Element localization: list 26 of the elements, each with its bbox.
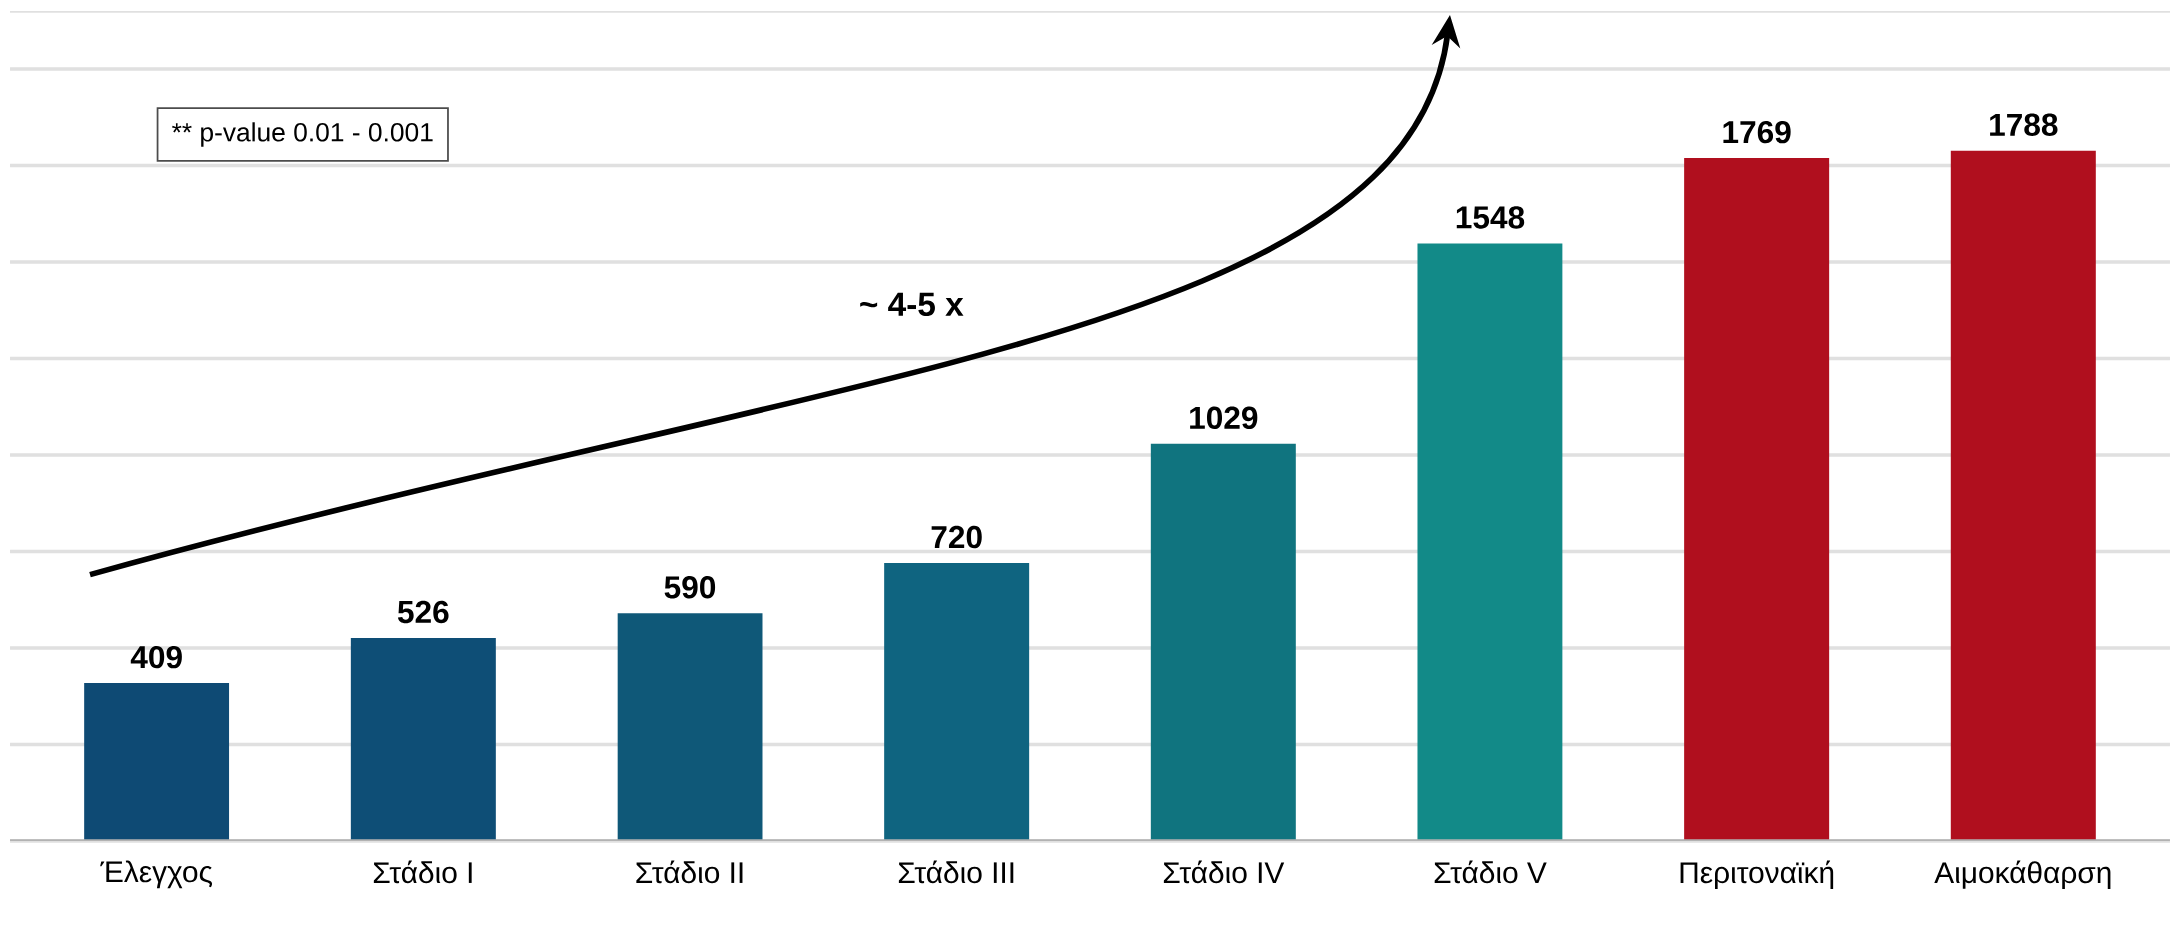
bar (884, 563, 1030, 841)
x-tick-label: Στάδιο ΙΙΙ (898, 860, 1014, 884)
data-label: 590 (664, 576, 716, 599)
x-tick-label: Περιτοναϊκή (1680, 860, 1834, 890)
bar (1950, 150, 2096, 841)
bar (1684, 158, 1830, 841)
data-label: 526 (397, 600, 449, 624)
x-tick-label: Στάδιο ΙΙ (636, 860, 743, 884)
bar (1150, 443, 1296, 841)
x-tick-label: Έλεγχος (100, 860, 213, 889)
annotation: ~ 4-5 x (860, 292, 964, 317)
bar (1417, 243, 1563, 841)
data-label: 409 (130, 645, 182, 669)
data-label: 1769 (1723, 120, 1791, 144)
bar (617, 613, 763, 841)
data-label: 720 (931, 525, 982, 549)
annotation: ** p-value 0.01 - 0.001 (172, 122, 433, 147)
data-label: 1548 (1456, 206, 1525, 229)
x-tick-label: Στάδιο Ι (373, 860, 472, 884)
data-label: 1788 (1990, 113, 2058, 136)
data-label: 1029 (1190, 406, 1258, 430)
x-tick-label: Στάδιο ΙV (1163, 860, 1285, 884)
x-tick-label: Αιμοκάθαρση (1934, 860, 2111, 890)
bar (350, 637, 496, 841)
x-tick-label: Στάδιο V (1434, 860, 1547, 884)
bar (84, 683, 230, 841)
